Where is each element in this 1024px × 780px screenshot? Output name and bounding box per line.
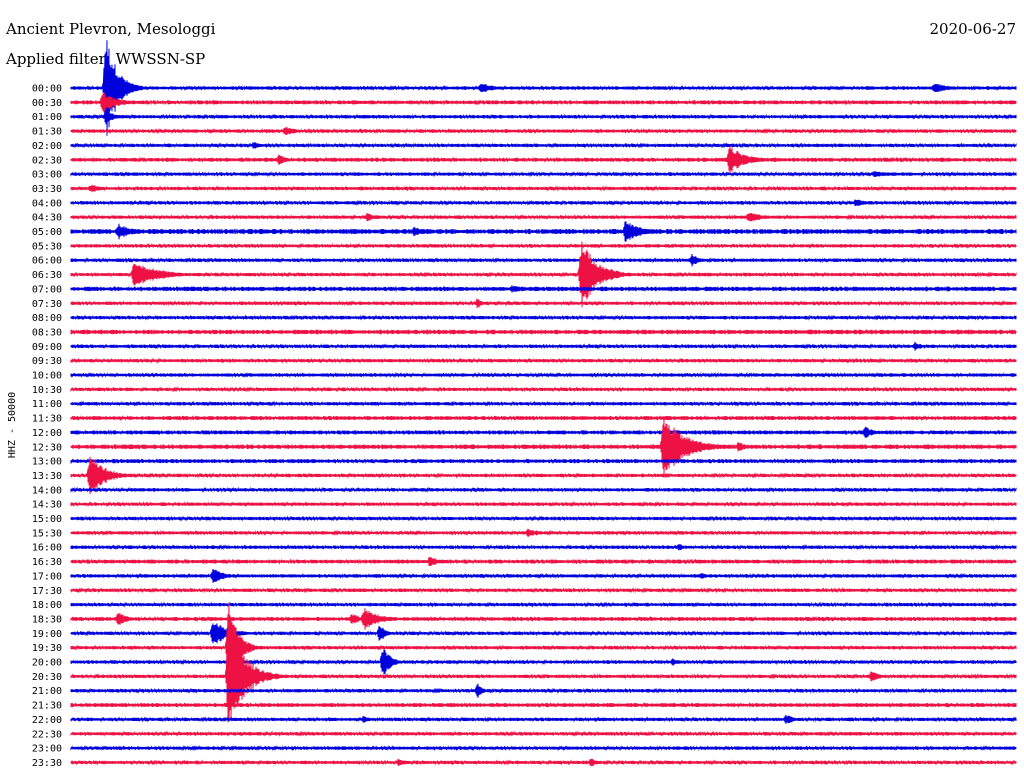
station-title: Ancient Plevron, Mesologgi	[6, 20, 216, 38]
row-label: 11:00	[32, 399, 62, 410]
row-label: 03:00	[32, 170, 62, 181]
row-label: 05:00	[32, 227, 62, 238]
row-label: 01:30	[32, 127, 62, 138]
row-label: 00:00	[32, 84, 62, 95]
row-label: 08:30	[32, 327, 62, 338]
row-label: 03:30	[32, 184, 62, 195]
row-label: 17:30	[32, 586, 62, 597]
row-label: 06:00	[32, 256, 62, 267]
seismic-traces	[70, 40, 1017, 767]
row-label: 09:30	[32, 356, 62, 367]
row-label: 07:30	[32, 299, 62, 310]
row-label: 04:30	[32, 213, 62, 224]
row-label: 18:00	[32, 600, 62, 611]
row-label: 12:30	[32, 442, 62, 453]
row-label: 11:30	[32, 414, 62, 425]
row-label: 22:00	[32, 715, 62, 726]
row-label: 15:00	[32, 514, 62, 525]
row-label: 15:30	[32, 528, 62, 539]
row-label: 13:30	[32, 471, 62, 482]
row-label: 20:30	[32, 672, 62, 683]
row-label: 21:30	[32, 701, 62, 712]
row-label: 19:00	[32, 629, 62, 640]
row-label: 20:00	[32, 658, 62, 669]
row-label: 10:30	[32, 385, 62, 396]
channel-label: HHZ - 50000	[7, 392, 18, 458]
record-date: 2020-06-27	[929, 20, 1016, 38]
row-label: 04:00	[32, 198, 62, 209]
row-label: 19:30	[32, 643, 62, 654]
row-label: 10:00	[32, 371, 62, 382]
row-label: 12:00	[32, 428, 62, 439]
row-label: 00:30	[32, 98, 62, 109]
row-label: 16:30	[32, 557, 62, 568]
row-label: 02:30	[32, 155, 62, 166]
row-label: 06:30	[32, 270, 62, 281]
row-label: 13:00	[32, 457, 62, 468]
row-label: 23:30	[32, 758, 62, 769]
row-label: 17:00	[32, 571, 62, 582]
row-label: 08:00	[32, 313, 62, 324]
row-label: 01:00	[32, 112, 62, 123]
row-label: 09:00	[32, 342, 62, 353]
row-label: 18:30	[32, 614, 62, 625]
row-label: 05:30	[32, 241, 62, 252]
row-label: 22:30	[32, 729, 62, 740]
row-label: 23:00	[32, 744, 62, 755]
row-label: 21:00	[32, 686, 62, 697]
row-label: 16:00	[32, 543, 62, 554]
row-label: 07:00	[32, 284, 62, 295]
row-label: 02:00	[32, 141, 62, 152]
row-label: 14:00	[32, 485, 62, 496]
row-label: 14:30	[32, 500, 62, 511]
row-time-labels: 00:00 00:30 01:00 01:30 02:00 02:30 03:00 03:30…	[32, 84, 62, 769]
